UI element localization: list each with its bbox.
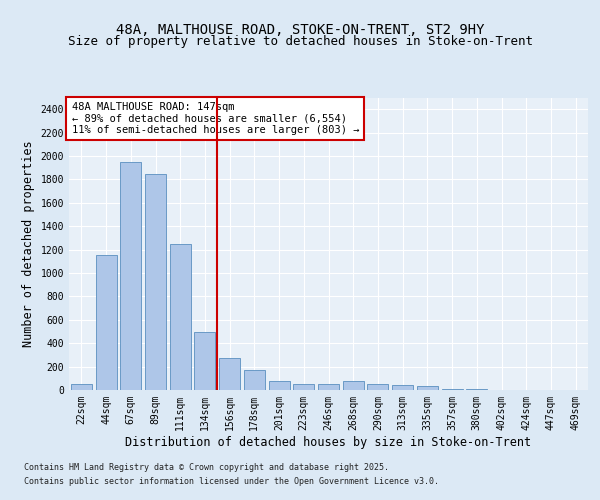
Bar	[367, 384, 388, 390]
Bar	[442, 389, 463, 390]
Y-axis label: Number of detached properties: Number of detached properties	[22, 140, 35, 347]
Bar	[120, 162, 141, 390]
Bar	[269, 380, 290, 390]
Text: Contains public sector information licensed under the Open Government Licence v3: Contains public sector information licen…	[24, 477, 439, 486]
Bar	[71, 384, 92, 390]
Text: Size of property relative to detached houses in Stoke-on-Trent: Size of property relative to detached ho…	[67, 35, 533, 48]
Bar	[145, 174, 166, 390]
Bar	[194, 332, 215, 390]
Bar	[417, 386, 438, 390]
Bar	[219, 358, 240, 390]
Bar	[170, 244, 191, 390]
Bar	[293, 384, 314, 390]
Bar	[318, 384, 339, 390]
Bar	[343, 381, 364, 390]
Text: 48A, MALTHOUSE ROAD, STOKE-ON-TRENT, ST2 9HY: 48A, MALTHOUSE ROAD, STOKE-ON-TRENT, ST2…	[116, 22, 484, 36]
Text: 48A MALTHOUSE ROAD: 147sqm
← 89% of detached houses are smaller (6,554)
11% of s: 48A MALTHOUSE ROAD: 147sqm ← 89% of deta…	[71, 102, 359, 135]
Bar	[244, 370, 265, 390]
Bar	[95, 256, 116, 390]
Text: Contains HM Land Registry data © Crown copyright and database right 2025.: Contains HM Land Registry data © Crown c…	[24, 464, 389, 472]
Bar	[392, 386, 413, 390]
X-axis label: Distribution of detached houses by size in Stoke-on-Trent: Distribution of detached houses by size …	[125, 436, 532, 448]
